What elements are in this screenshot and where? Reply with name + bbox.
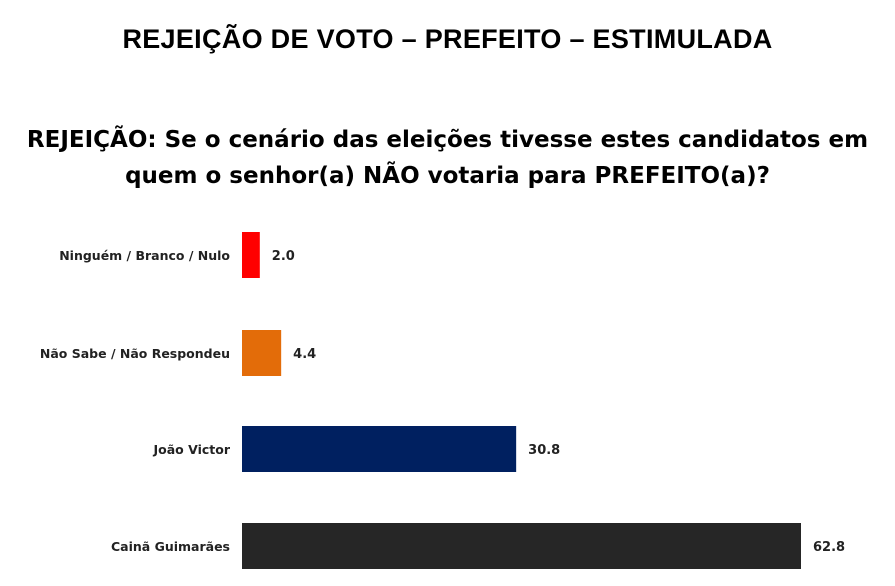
chart-title: REJEIÇÃO DE VOTO – PREFEITO – ESTIMULADA xyxy=(122,24,773,54)
category-label-nao-sabe-nao-respondeu: Não Sabe / Não Respondeu xyxy=(40,346,230,361)
question-line-1: REJEIÇÃO: Se o cenário das eleições tive… xyxy=(26,127,869,153)
bar-ninguem-branco-nulo xyxy=(242,232,260,278)
question-line-2: quem o senhor(a) NÃO votaria para PREFEI… xyxy=(125,163,770,189)
survey-question: REJEIÇÃO: Se o cenário das eleições tive… xyxy=(20,122,875,194)
value-label-caina-guimaraes: 62.8 xyxy=(813,540,845,555)
category-label-ninguem-branco-nulo: Ninguém / Branco / Nulo xyxy=(59,248,230,263)
value-label-nao-sabe-nao-respondeu: 4.4 xyxy=(293,347,316,362)
bar-joao-victor xyxy=(242,426,517,472)
bar-nao-sabe-nao-respondeu xyxy=(242,330,282,376)
bar-caina-guimaraes xyxy=(242,523,801,569)
category-label-caina-guimaraes: Cainã Guimarães xyxy=(111,539,230,554)
value-label-ninguem-branco-nulo: 2.0 xyxy=(272,249,295,264)
category-label-joao-victor: João Victor xyxy=(153,442,231,457)
value-label-joao-victor: 30.8 xyxy=(528,443,560,458)
